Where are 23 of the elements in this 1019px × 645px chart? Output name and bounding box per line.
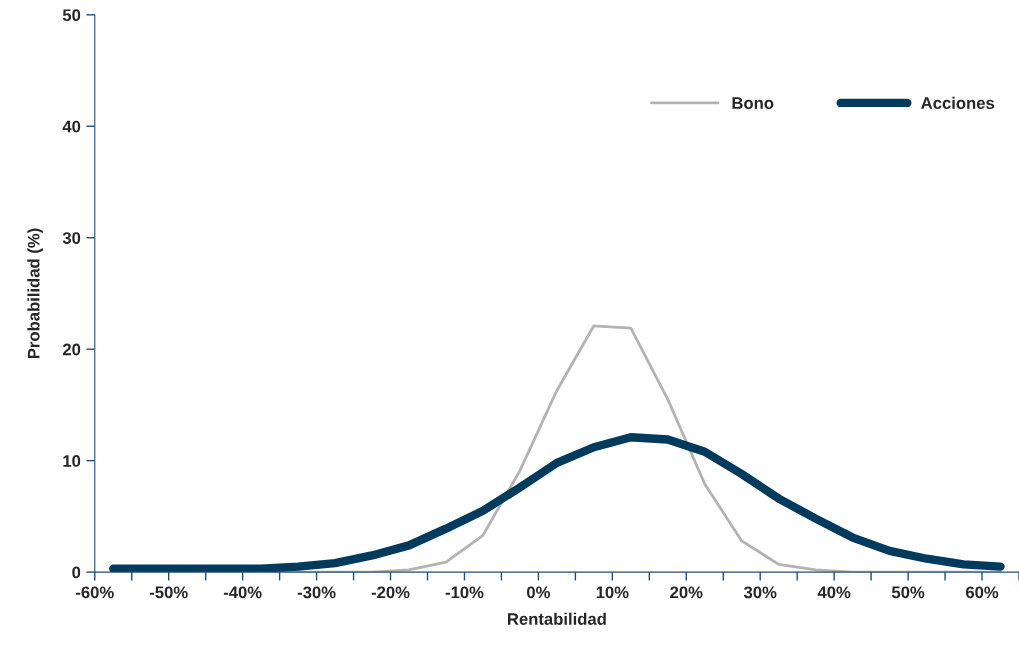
y-tick-label: 0 bbox=[72, 566, 81, 579]
x-tick-label: -60% bbox=[75, 586, 114, 599]
legend-label: Bono bbox=[732, 97, 774, 109]
x-tick-label: 0% bbox=[527, 586, 550, 599]
x-tick-label: -40% bbox=[223, 586, 262, 599]
x-tick-label: 20% bbox=[670, 586, 703, 599]
x-tick-label: 40% bbox=[817, 586, 851, 599]
y-axis-title: Probabilidad (%) bbox=[27, 228, 43, 359]
x-axis-title: Rentabilidad bbox=[508, 612, 606, 625]
y-tick-label: 50 bbox=[62, 9, 81, 22]
x-tick-label: -10% bbox=[445, 586, 484, 599]
y-tick-label: 20 bbox=[62, 343, 81, 356]
x-tick-label: 60% bbox=[965, 586, 999, 599]
x-tick-label: -30% bbox=[297, 586, 336, 599]
x-tick-label: -50% bbox=[149, 586, 188, 599]
y-tick-label: 40 bbox=[62, 120, 81, 133]
x-tick-label: 50% bbox=[891, 586, 925, 599]
y-tick-label: 10 bbox=[63, 455, 81, 467]
x-tick-label: -20% bbox=[371, 586, 410, 599]
x-tick-label: 10% bbox=[596, 586, 629, 599]
y-tick-label: 30 bbox=[62, 232, 81, 244]
legend-label: Acciones bbox=[921, 96, 995, 109]
x-tick-label: 30% bbox=[743, 586, 777, 599]
